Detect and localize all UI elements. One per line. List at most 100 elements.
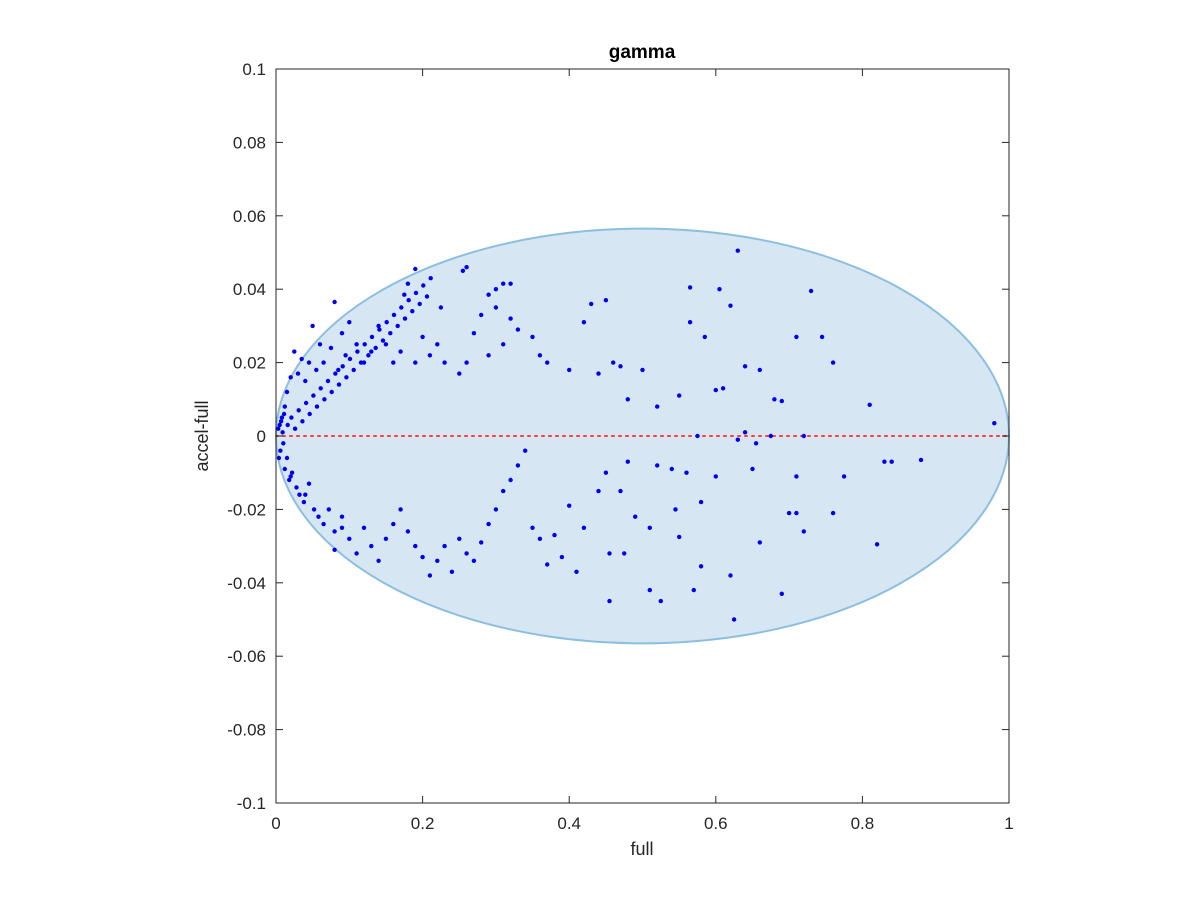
data-point	[607, 551, 612, 556]
data-point	[658, 598, 663, 604]
data-point	[366, 353, 371, 358]
data-point	[340, 364, 345, 369]
data-point	[486, 353, 491, 358]
data-point	[882, 459, 887, 464]
data-point	[508, 281, 513, 286]
data-point	[333, 371, 338, 376]
data-point	[655, 463, 660, 468]
data-point	[354, 342, 359, 347]
chart-title: gamma	[609, 42, 676, 63]
data-point	[530, 525, 535, 530]
data-point	[772, 397, 777, 402]
data-point	[326, 507, 331, 512]
data-point	[720, 386, 726, 391]
data-point	[329, 389, 334, 395]
data-point	[282, 466, 287, 472]
data-point	[786, 510, 792, 516]
data-point	[567, 367, 572, 373]
data-point	[355, 349, 360, 354]
data-point	[742, 430, 748, 435]
data-point	[383, 536, 389, 541]
data-point	[464, 551, 469, 556]
data-point	[420, 554, 425, 560]
data-point	[354, 551, 359, 556]
data-point	[398, 507, 403, 512]
data-point	[735, 248, 740, 253]
data-point	[405, 281, 411, 286]
y-tick-label: 0.1	[242, 60, 266, 79]
data-point	[344, 375, 349, 380]
data-point	[695, 433, 700, 439]
y-tick-label: 0.02	[233, 354, 266, 373]
data-point	[545, 562, 550, 567]
y-tick-label: 0	[257, 427, 266, 446]
data-point	[717, 287, 722, 292]
data-point	[471, 558, 477, 563]
data-point	[819, 334, 825, 340]
data-point	[618, 364, 623, 369]
data-point	[347, 356, 353, 362]
data-point	[625, 459, 630, 464]
data-point	[284, 389, 290, 395]
data-point	[278, 448, 283, 453]
data-point	[303, 378, 308, 384]
data-point	[750, 466, 755, 472]
data-point	[691, 587, 696, 593]
data-point	[731, 617, 737, 622]
data-point	[728, 573, 733, 578]
data-point	[537, 536, 543, 541]
data-point	[336, 367, 341, 373]
x-tick-label: 0.8	[851, 814, 875, 833]
data-point	[677, 393, 682, 398]
data-point	[493, 287, 499, 292]
data-point	[380, 338, 386, 343]
data-point	[801, 529, 806, 534]
data-point	[768, 433, 773, 439]
y-tick-label: 0.04	[233, 280, 266, 299]
x-axis-ticks: 0 0.2 0.4 0.6 0.8 1	[271, 69, 1014, 833]
data-point	[332, 299, 337, 305]
x-tick-label: 1	[1004, 814, 1013, 833]
data-point	[343, 353, 348, 358]
data-point	[460, 268, 466, 273]
data-point	[417, 301, 422, 307]
data-point	[391, 312, 397, 318]
data-point	[779, 398, 784, 404]
data-point	[322, 397, 327, 402]
data-point	[317, 342, 323, 347]
data-point	[402, 316, 408, 321]
y-tick-label: 0.06	[233, 207, 266, 226]
data-point	[581, 525, 587, 530]
data-point	[493, 305, 499, 310]
data-point	[622, 551, 627, 556]
data-point	[395, 323, 400, 329]
data-point	[369, 349, 374, 354]
data-point	[300, 419, 305, 424]
data-point	[589, 301, 594, 307]
data-point	[413, 266, 418, 272]
data-point	[406, 298, 411, 303]
y-tick-label: -0.04	[227, 574, 266, 593]
data-point	[687, 320, 693, 325]
data-point	[794, 510, 799, 516]
data-point	[405, 529, 411, 534]
data-point	[427, 353, 433, 358]
data-point	[757, 540, 762, 545]
data-point	[713, 474, 718, 479]
x-tick-label: 0.6	[704, 814, 728, 833]
data-point	[567, 503, 572, 508]
data-point	[830, 510, 836, 516]
data-point	[276, 426, 281, 431]
data-point	[391, 521, 396, 527]
data-point	[647, 525, 652, 530]
y-tick-label: -0.1	[237, 794, 266, 813]
y-tick-label: -0.06	[227, 647, 266, 666]
data-point	[292, 426, 298, 431]
data-point	[486, 521, 491, 527]
data-point	[625, 397, 630, 402]
data-point	[388, 331, 393, 336]
data-point	[992, 421, 997, 426]
data-point	[325, 378, 331, 384]
data-point	[310, 323, 315, 329]
data-point	[410, 309, 415, 314]
